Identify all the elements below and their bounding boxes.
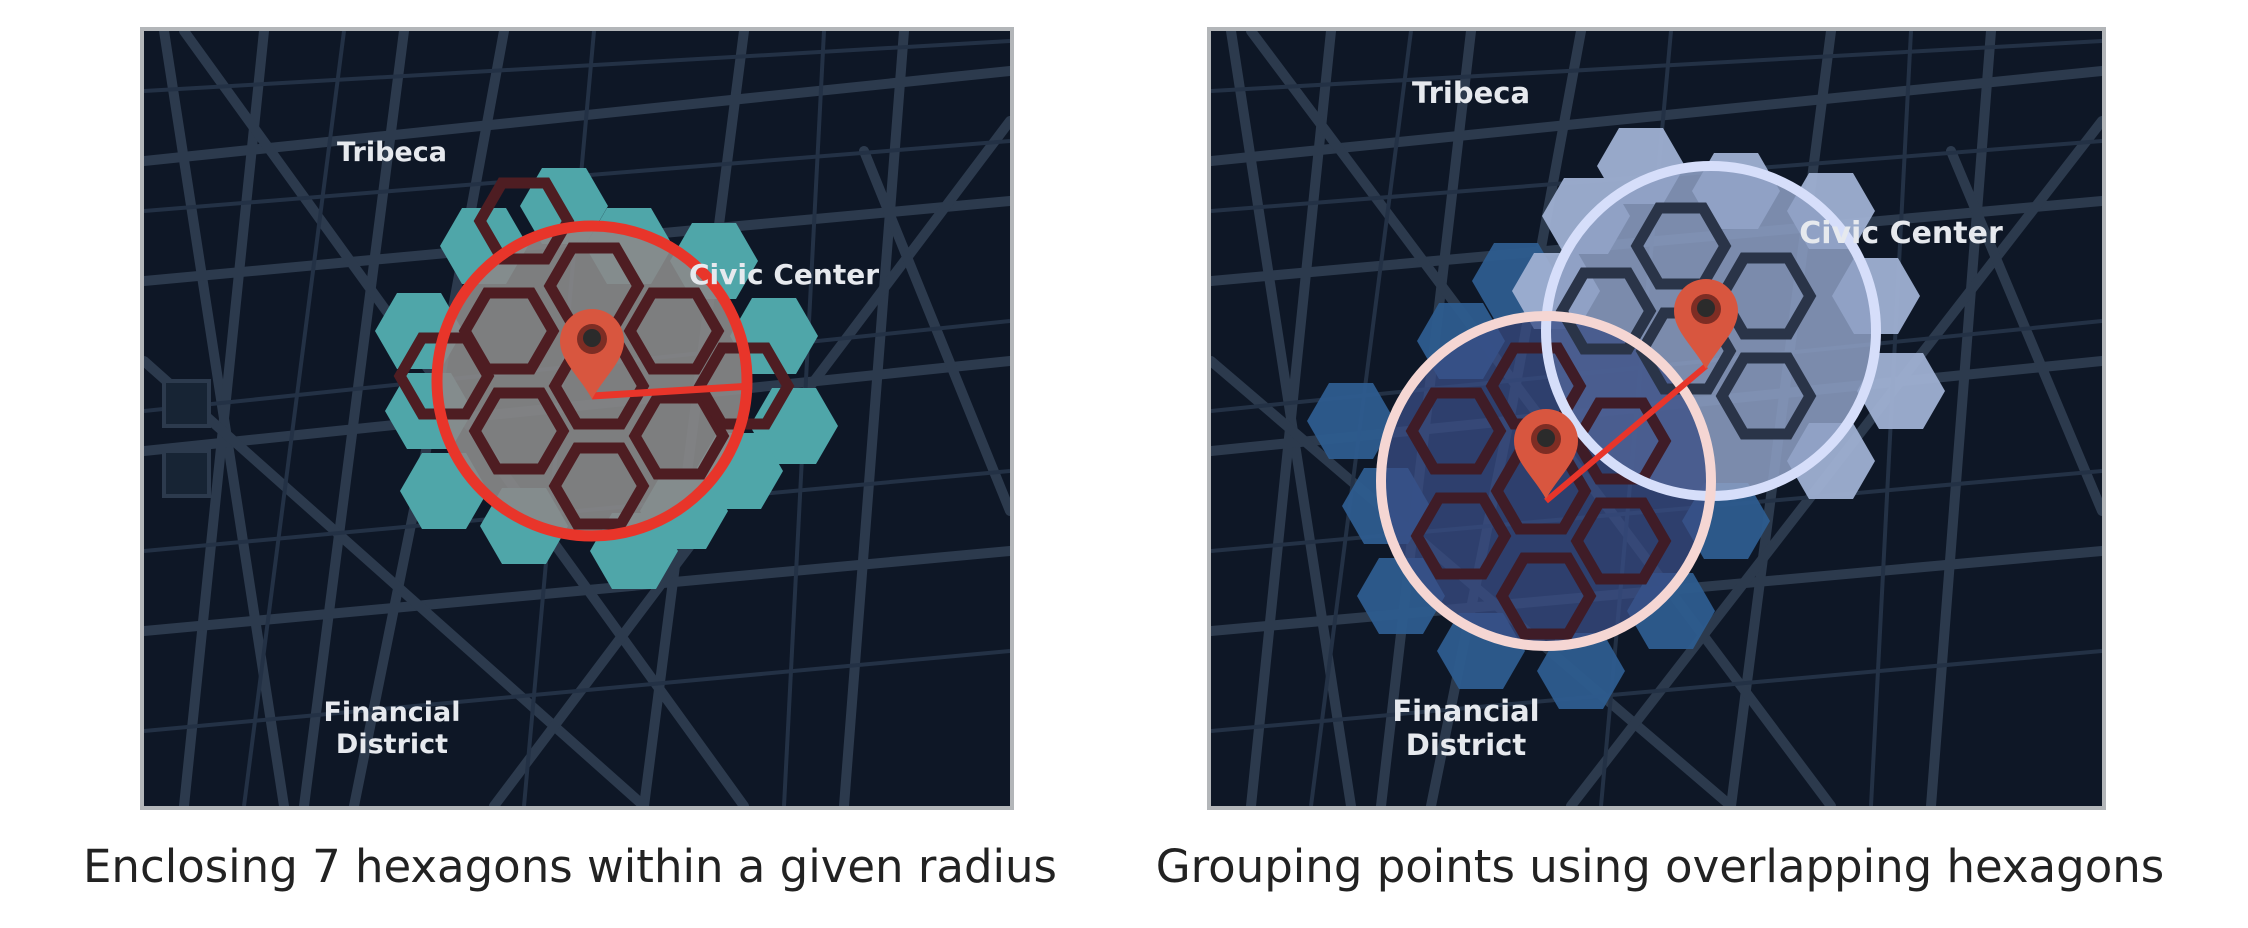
label-tribeca: Tribeca — [1412, 76, 1530, 110]
caption-right: Grouping points using overlapping hexago… — [1155, 840, 2165, 893]
map-pin-icon — [1674, 279, 1738, 369]
map-right: Tribeca Civic Center Financial District — [1211, 31, 2102, 806]
label-financial-district-2: District — [1406, 728, 1527, 762]
map-panel-left: Tribeca Civic Center Financial District — [140, 27, 1014, 810]
label-financial-district-1: Financial — [1392, 694, 1539, 728]
label-tribeca: Tribeca — [337, 137, 447, 168]
radius-line — [591, 382, 753, 400]
map-left: Tribeca Civic Center Financial District — [144, 31, 1010, 806]
label-civic-center: Civic Center — [1799, 216, 2003, 251]
connector-line — [1544, 363, 1708, 504]
label-financial-district-1: Financial — [323, 697, 460, 728]
label-financial-district-2: District — [336, 729, 448, 760]
caption-left: Enclosing 7 hexagons within a given radi… — [83, 840, 1057, 893]
label-civic-center: Civic Center — [689, 258, 879, 291]
map-panel-right: Tribeca Civic Center Financial District — [1207, 27, 2106, 810]
map-pin-icon — [1514, 409, 1578, 499]
map-pin-icon — [560, 309, 624, 399]
